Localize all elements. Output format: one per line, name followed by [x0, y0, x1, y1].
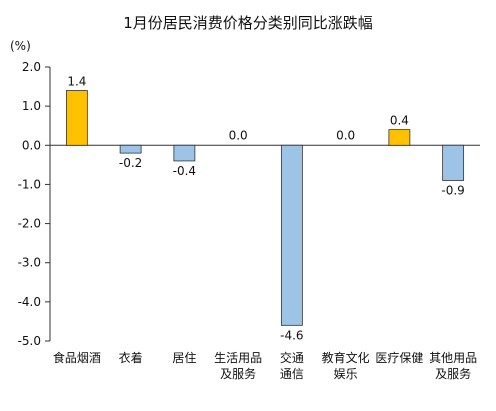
category-label: 及服务 [220, 366, 256, 381]
data-label: 0.0 [336, 128, 355, 142]
bar [442, 144, 465, 181]
data-label: 1.4 [67, 74, 86, 88]
category-label: 其他用品 [429, 351, 477, 365]
data-label: -4.6 [280, 328, 303, 342]
y-tick-label: 0.0 [22, 138, 41, 152]
y-tick-label: 1.0 [22, 99, 41, 113]
category-label: 医疗保健 [375, 351, 423, 365]
bar [119, 144, 142, 154]
y-tick-label: -1.0 [18, 177, 41, 191]
category-label: 食品烟酒 [53, 350, 101, 365]
data-label-layer: 1.4 -0.2 -0.4 0.0 -4.6 0.0 0.4 -0.9 [67, 74, 465, 342]
category-label: 通信 [280, 367, 304, 381]
y-tick-label: -4.0 [18, 295, 41, 309]
y-axis-unit: (%) [10, 39, 31, 53]
data-label: -0.9 [441, 184, 464, 198]
y-tick-label: -5.0 [18, 334, 41, 348]
category-label: 交通 [280, 350, 304, 365]
category-label: 娱乐 [334, 367, 358, 381]
y-tick-label: -3.0 [18, 256, 41, 270]
bar [173, 144, 196, 162]
bar-layer [65, 90, 465, 326]
data-label: 0.4 [390, 114, 409, 128]
data-label: 0.0 [229, 128, 248, 142]
bar [388, 129, 411, 146]
y-tick-label: -2.0 [18, 217, 41, 231]
category-label: 教育文化 [322, 350, 370, 365]
bar [65, 90, 88, 146]
y-tick-label: 2.0 [22, 60, 41, 74]
category-label: 居住 [172, 351, 196, 365]
data-label: -0.2 [119, 156, 142, 170]
category-label: 衣着 [119, 350, 143, 365]
bar [280, 144, 303, 326]
data-label: -0.4 [173, 164, 196, 178]
category-label: 及服务 [435, 366, 471, 381]
category-label: 生活用品 [214, 351, 262, 365]
chart-title: 1月份居民消费价格分类别同比涨跌幅 [123, 14, 373, 32]
